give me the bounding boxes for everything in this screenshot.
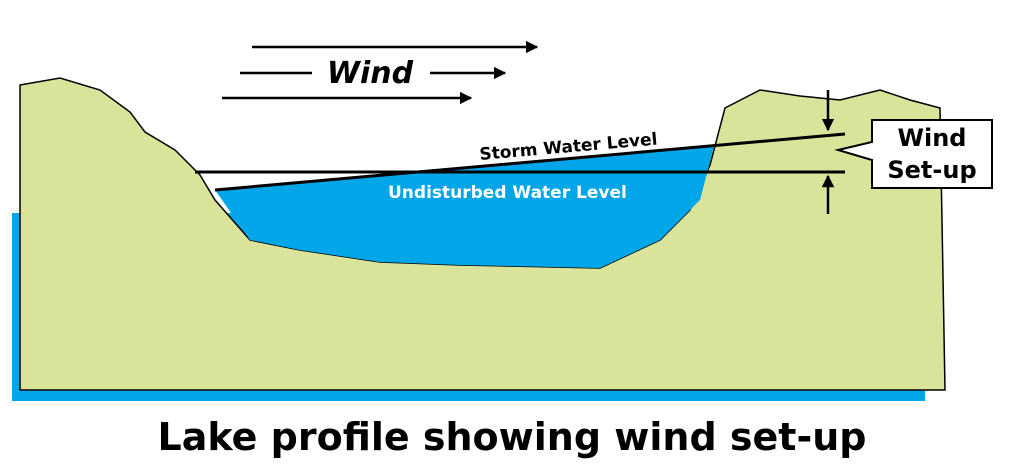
callout-line1: Wind bbox=[898, 124, 967, 152]
caption: Lake profile showing wind set-up bbox=[158, 415, 867, 459]
storm-line bbox=[214, 132, 846, 192]
callout-line2: Set-up bbox=[887, 156, 976, 184]
callout-box bbox=[834, 119, 993, 189]
undisturbed-label: Undisturbed Water Level bbox=[388, 183, 627, 203]
lake-water bbox=[215, 146, 714, 268]
wind-arrows bbox=[222, 40, 539, 105]
wind-label: Wind bbox=[327, 56, 414, 91]
